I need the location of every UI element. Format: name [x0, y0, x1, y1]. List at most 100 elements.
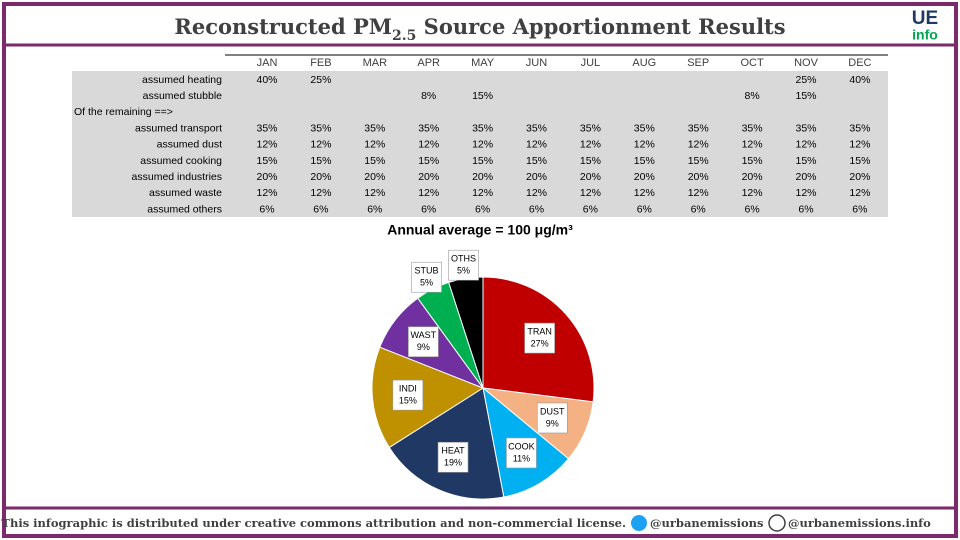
table-cell: 12%	[795, 139, 816, 151]
table-cell: 6%	[637, 203, 652, 215]
table-cell: 35%	[364, 122, 385, 134]
table-cell: 6%	[798, 203, 813, 215]
table-cell: 6%	[691, 203, 706, 215]
table-cell: 15%	[634, 155, 655, 167]
table-cell: 35%	[795, 122, 816, 134]
table-cell: 12%	[688, 187, 709, 199]
column-header: NOV	[794, 57, 819, 69]
table-cell: 15%	[742, 155, 763, 167]
pie-title: Annual average = 100 μg/m³	[387, 222, 573, 238]
row-label: assumed cooking	[140, 155, 222, 167]
table-cell: 40%	[256, 74, 277, 86]
label-box	[408, 326, 439, 358]
table-cell: 20%	[256, 171, 277, 183]
table-cell: 6%	[745, 203, 760, 215]
column-header: MAY	[471, 57, 495, 69]
table-cell: 12%	[634, 187, 655, 199]
table-cell: 35%	[634, 122, 655, 134]
table-cell: 15%	[849, 155, 870, 167]
table-cell: 12%	[472, 187, 493, 199]
table-cell: 12%	[472, 139, 493, 151]
pie-slice	[371, 346, 485, 449]
slice-label: COOK	[508, 441, 535, 451]
table-cell: 6%	[313, 203, 328, 215]
table-cell: 20%	[795, 171, 816, 183]
table-cell: 12%	[580, 139, 601, 151]
table-cell: 35%	[310, 122, 331, 134]
table-cell: 20%	[364, 171, 385, 183]
web-handle[interactable]: @urbanemissions.info	[788, 516, 931, 530]
label-box	[437, 441, 469, 473]
column-header: DEC	[848, 57, 871, 69]
table-cell: 35%	[688, 122, 709, 134]
table-cell: 12%	[795, 187, 816, 199]
table-cell: 35%	[742, 122, 763, 134]
title-rest: Source Apportionment Results	[416, 14, 785, 39]
table-cell: 20%	[742, 171, 763, 183]
column-header: JUL	[581, 57, 601, 69]
column-header: FEB	[310, 57, 331, 69]
column-header: AUG	[632, 57, 656, 69]
table-cell: 12%	[634, 139, 655, 151]
slice-label: HEAT	[441, 446, 465, 456]
table-cell: 6%	[367, 203, 382, 215]
row-label: assumed transport	[135, 122, 222, 134]
table-cell: 12%	[526, 139, 547, 151]
label-box	[536, 402, 568, 434]
table-cell: 12%	[364, 139, 385, 151]
slice-label: TRAN	[527, 326, 552, 336]
table-cell: 20%	[472, 171, 493, 183]
table-cell: 6%	[583, 203, 598, 215]
row-label: assumed others	[147, 203, 222, 215]
table-cell: 35%	[256, 122, 277, 134]
column-header: JUN	[526, 57, 547, 69]
slice-value: 9%	[417, 342, 430, 352]
label-box	[411, 261, 442, 293]
table-cell: 20%	[418, 171, 439, 183]
slice-value: 5%	[420, 278, 433, 288]
table-cell: 6%	[421, 203, 436, 215]
table-cell: 15%	[472, 155, 493, 167]
slice-label: INDI	[399, 383, 417, 393]
table-cell: 20%	[849, 171, 870, 183]
license: This infographic is distributed under cr…	[1, 516, 626, 530]
table-cell: 35%	[849, 122, 870, 134]
table-cell: 15%	[310, 155, 331, 167]
title-sub: 2.5	[392, 28, 416, 44]
slice-label: WAST	[411, 330, 437, 340]
row-label: assumed heating	[142, 74, 222, 86]
table-cell: 12%	[310, 187, 331, 199]
slice-value: 19%	[444, 458, 462, 468]
row-label: assumed dust	[157, 139, 222, 151]
table-cell: 12%	[688, 139, 709, 151]
row-label: assumed waste	[149, 187, 222, 199]
row-label: assumed stubble	[143, 90, 223, 102]
table-cell: 20%	[310, 171, 331, 183]
slice-label: DUST	[540, 406, 565, 416]
slice-value: 5%	[457, 266, 470, 276]
table-cell: 12%	[256, 187, 277, 199]
label-box	[448, 249, 479, 281]
table-cell: 12%	[418, 139, 439, 151]
table-cell: 12%	[526, 187, 547, 199]
label-box	[524, 322, 555, 354]
table-cell: 35%	[526, 122, 547, 134]
label-box	[506, 437, 537, 469]
table-cell: 6%	[529, 203, 544, 215]
slice-value: 27%	[531, 338, 549, 348]
slice-value: 15%	[399, 395, 417, 405]
table-cell: 8%	[745, 90, 760, 102]
table-cell: 15%	[526, 155, 547, 167]
column-header: OCT	[740, 57, 764, 69]
table-cell: 12%	[742, 187, 763, 199]
table-cell: 12%	[310, 139, 331, 151]
title: Reconstructed PM2.5 Source Apportionment…	[174, 14, 785, 45]
row-label: Of the remaining ==>	[74, 106, 173, 118]
row-label: assumed industries	[132, 171, 222, 183]
table-cell: 15%	[688, 155, 709, 167]
table-cell: 6%	[259, 203, 274, 215]
twitter-handle[interactable]: @urbanemissions	[650, 516, 763, 530]
table-cell: 15%	[795, 90, 816, 102]
